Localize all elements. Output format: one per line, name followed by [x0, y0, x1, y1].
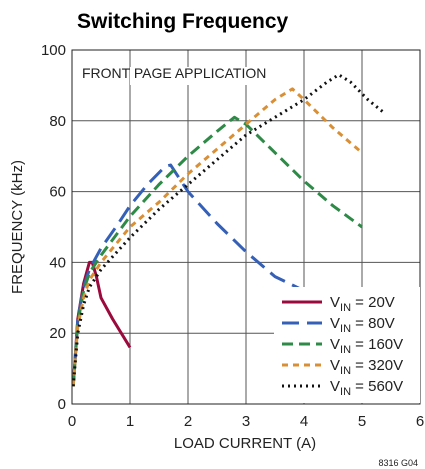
y-tick-label: 80	[49, 113, 66, 130]
x-tick-label: 2	[184, 413, 192, 430]
legend-label-3: VIN = 160V	[330, 336, 403, 356]
y-axis-label: FREQUENCY (kHz)	[9, 160, 26, 294]
series-lines	[71, 73, 387, 387]
x-axis-label: LOAD CURRENT (A)	[174, 435, 316, 452]
series-line-4	[71, 87, 363, 387]
x-tick-label: 1	[126, 413, 134, 430]
annotation-text: FRONT PAGE APPLICATION	[82, 65, 266, 81]
x-tick-label: 6	[416, 413, 424, 430]
y-tick-label: 0	[58, 396, 66, 413]
y-tick-label: 40	[49, 254, 66, 271]
figure-id: 8316 G04	[378, 458, 418, 468]
legend-label-4: VIN = 320V	[330, 357, 403, 377]
legend-label-5: VIN = 560V	[330, 378, 403, 398]
y-tick-label: 20	[49, 325, 66, 342]
annotation-background	[130, 67, 288, 85]
y-tick-label: 100	[41, 42, 66, 59]
y-tick-label: 60	[49, 184, 66, 201]
x-tick-label: 3	[242, 413, 250, 430]
series-line-3	[71, 115, 363, 387]
legend-box	[274, 287, 420, 403]
plot-frame	[71, 49, 421, 405]
x-tick-label: 4	[300, 413, 308, 430]
legend-label-2: VIN = 80V	[330, 315, 395, 335]
x-tick-label: 0	[68, 413, 76, 430]
chart-title: Switching Frequency	[77, 10, 289, 33]
x-tick-label: 5	[358, 413, 366, 430]
series-line-1	[71, 260, 132, 387]
legend-label-1: VIN = 20V	[330, 294, 395, 314]
